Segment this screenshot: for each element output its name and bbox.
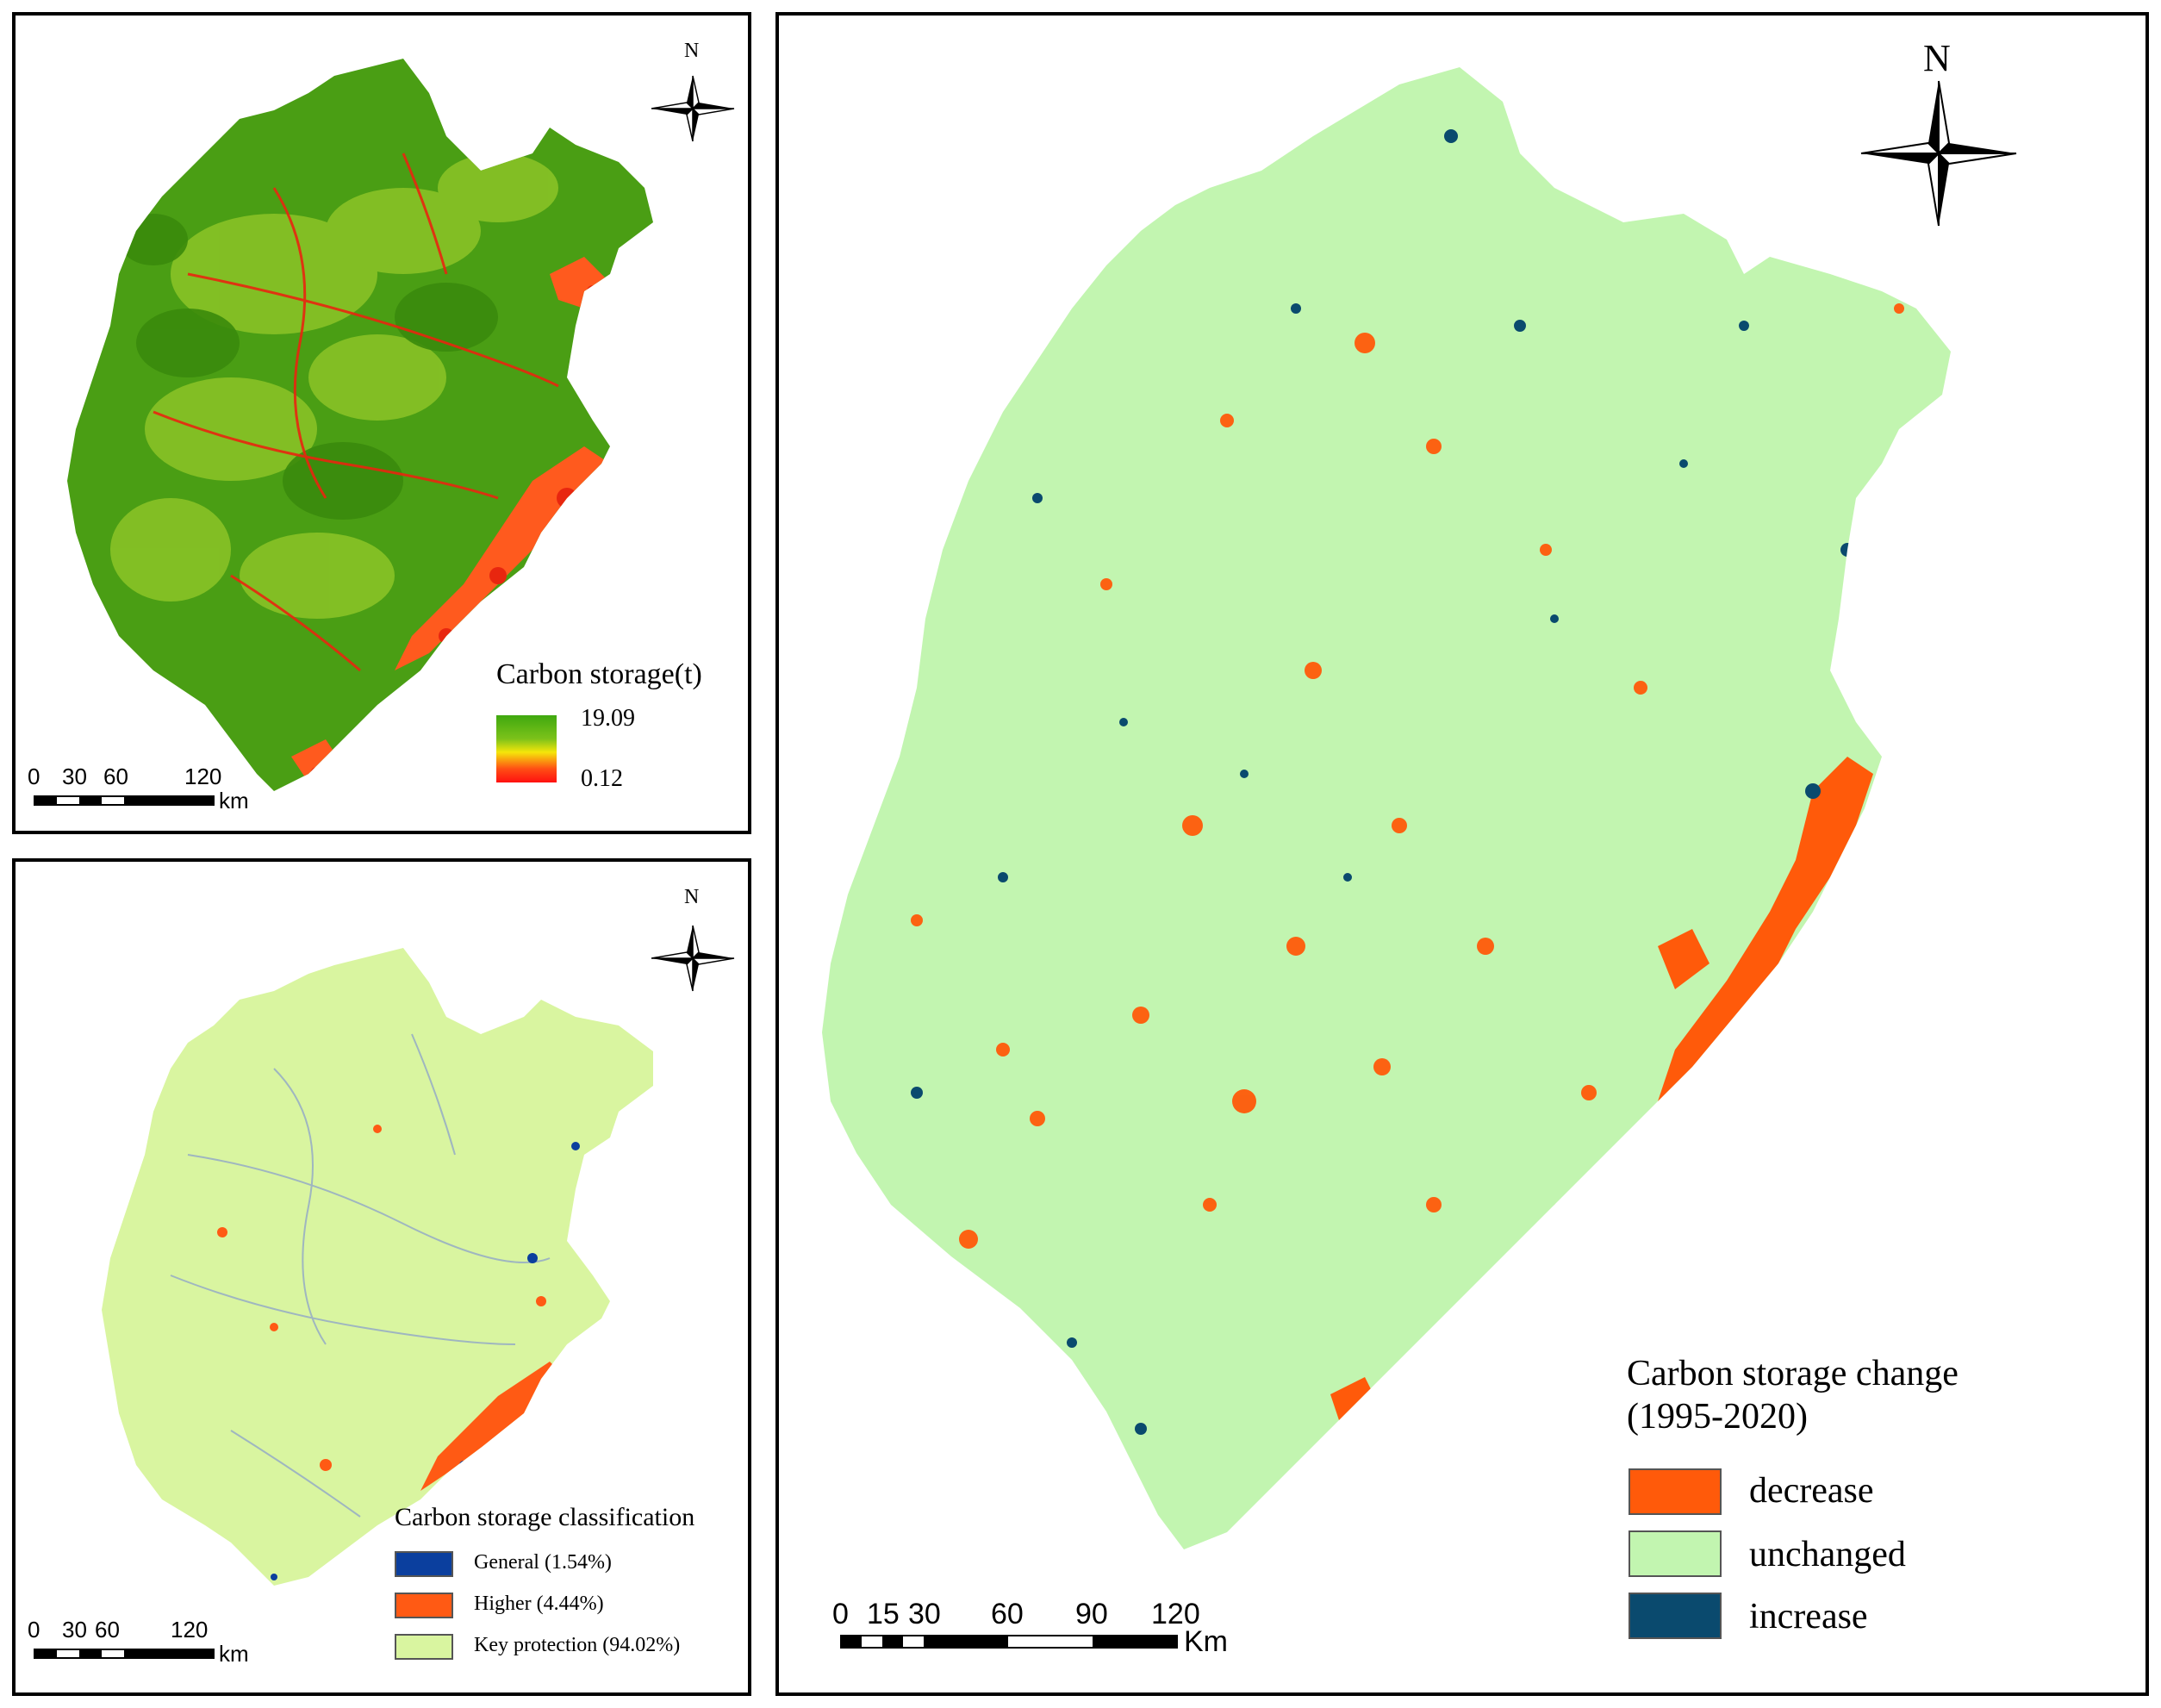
north-arrow-icon [651, 75, 735, 142]
legend-min-label: 0.12 [581, 765, 623, 792]
scalebar-tick-120: 120 [1151, 1598, 1200, 1630]
scalebar [34, 795, 215, 806]
north-arrow-icon [651, 925, 735, 992]
legend-title-line2: (1995-2020) [1627, 1397, 1808, 1437]
legend-swatch-unchanged [1629, 1530, 1722, 1577]
legend-label-higher: Higher (4.44%) [474, 1593, 604, 1615]
carbon-change-map [822, 67, 2017, 1649]
legend-max-label: 19.09 [581, 705, 635, 732]
scalebar [34, 1649, 215, 1659]
north-label: N [684, 886, 700, 908]
scalebar-tick-120: 120 [171, 1617, 209, 1643]
legend-label-key-protection: Key protection (94.02%) [474, 1634, 681, 1656]
panel-carbon-storage-change: N Carbon storage change (1995-2020) decr… [775, 12, 2149, 1696]
north-label: N [1923, 37, 1951, 79]
legend-title: Carbon storage(t) [496, 658, 702, 690]
scalebar-tick-30: 30 [62, 764, 87, 789]
scalebar-tick-0: 0 [832, 1598, 849, 1630]
legend-gradient [496, 715, 557, 782]
scalebar-tick-0: 0 [28, 764, 40, 789]
scalebar-tick-15: 15 [867, 1598, 900, 1630]
legend-label-unchanged: unchanged [1749, 1535, 1906, 1574]
scalebar-tick-30: 30 [908, 1598, 941, 1630]
carbon-storage-map [34, 59, 735, 806]
scalebar-unit: Km [1184, 1625, 1228, 1658]
legend-title: Carbon storage classification [395, 1503, 695, 1531]
legend-swatch-increase [1629, 1593, 1722, 1639]
scalebar-tick-60: 60 [991, 1598, 1024, 1630]
north-label: N [684, 40, 700, 62]
legend-swatch-decrease [1629, 1468, 1722, 1515]
legend-label-general: General (1.54%) [474, 1551, 612, 1574]
scalebar-unit: km [219, 1641, 249, 1667]
legend-swatch-key-protection [395, 1634, 453, 1660]
scalebar-tick-90: 90 [1075, 1598, 1108, 1630]
legend-label-decrease: decrease [1749, 1471, 1874, 1511]
scalebar-unit: km [219, 788, 249, 813]
panel-carbon-storage: N Carbon storage(t) 19.09 0.12 0 30 60 1… [12, 12, 751, 834]
legend-swatch-higher [395, 1593, 453, 1618]
scalebar-tick-30: 30 [62, 1617, 87, 1643]
legend-label-increase: increase [1749, 1597, 1868, 1636]
scalebar-tick-0: 0 [28, 1617, 40, 1643]
carbon-classification-map [34, 925, 735, 1659]
panel-carbon-storage-classification: N Carbon storage classification General … [12, 858, 751, 1696]
scalebar-tick-120: 120 [184, 764, 222, 789]
legend-swatch-general [395, 1551, 453, 1577]
scalebar-tick-60: 60 [95, 1617, 120, 1643]
scalebar [840, 1635, 1178, 1649]
north-arrow-icon [1860, 80, 2017, 227]
scalebar-tick-60: 60 [103, 764, 128, 789]
legend-title-line1: Carbon storage change [1627, 1354, 1959, 1393]
